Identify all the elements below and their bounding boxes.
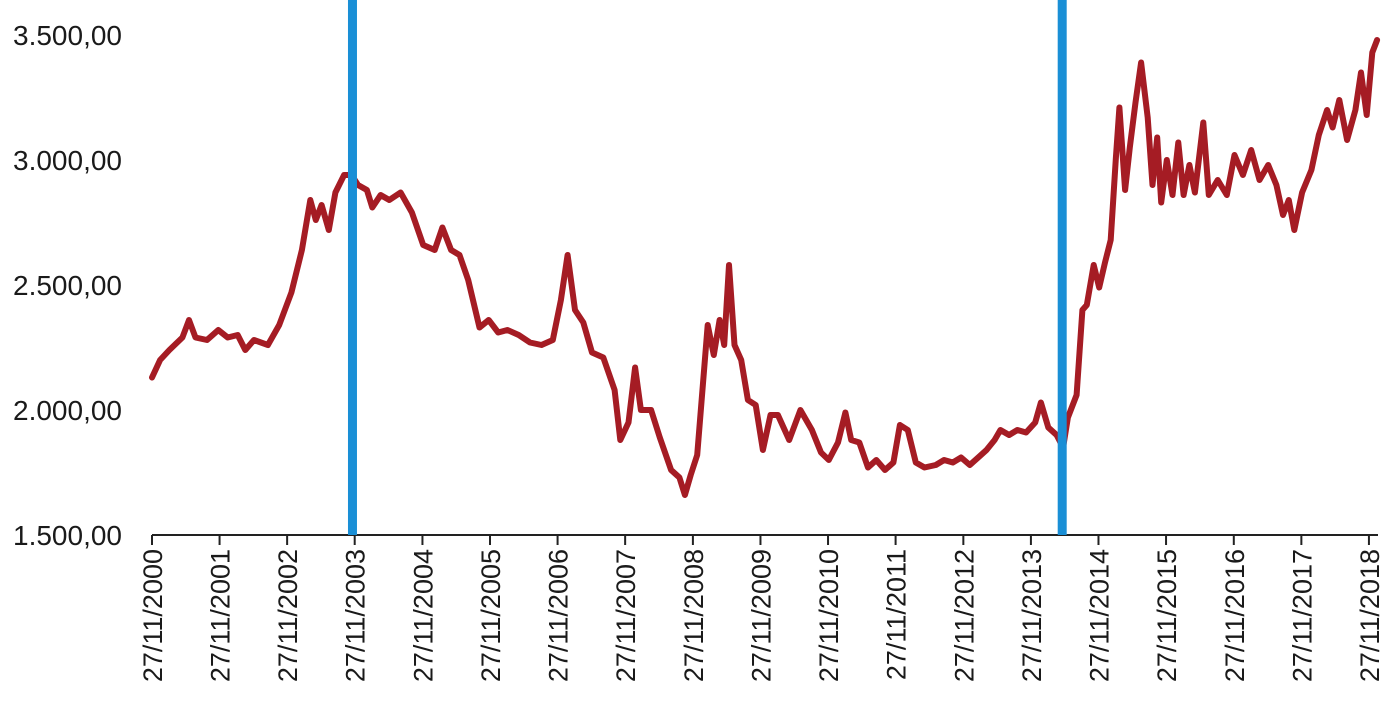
x-tick-label: 27/11/2001 — [206, 549, 236, 682]
annotation-layer — [347, 0, 1067, 535]
x-tick-label: 27/11/2006 — [544, 549, 574, 682]
x-tick-label: 27/11/2016 — [1220, 549, 1250, 682]
x-tick-label: 27/11/2008 — [679, 549, 709, 682]
x-axis: 27/11/2000 27/11/2001 27/11/2002 27/11/2003… — [138, 534, 1385, 682]
x-tick-label: 27/11/2015 — [1152, 549, 1182, 682]
y-tick-label: 3.500,00 — [13, 20, 122, 51]
x-tick-label: 27/11/2004 — [408, 549, 438, 682]
y-axis: 1.500,00 2.000,00 2.500,00 3.000,00 3.500,00 — [13, 20, 122, 551]
x-tick-label: 27/11/2007 — [611, 549, 641, 682]
x-tick-label: 27/11/2009 — [746, 549, 776, 682]
x-tick-label: 27/11/2012 — [949, 549, 979, 682]
series-layer — [149, 37, 1381, 498]
y-tick-label: 3.000,00 — [13, 145, 122, 176]
x-tick-label: 27/11/2014 — [1084, 549, 1114, 682]
x-tick-label: 27/11/2010 — [814, 549, 844, 682]
x-tick-label: 27/11/2013 — [1017, 549, 1047, 682]
x-tick-label: 27/11/2018 — [1355, 549, 1385, 682]
x-tick-label: 27/11/2003 — [341, 549, 371, 682]
y-tick-label: 1.500,00 — [13, 520, 122, 551]
y-tick-label: 2.000,00 — [13, 395, 122, 426]
x-tick-label: 27/11/2017 — [1287, 549, 1317, 682]
x-tick-label: 27/11/2011 — [882, 549, 912, 680]
x-tick-label: 27/11/2005 — [476, 549, 506, 682]
y-tick-label: 2.500,00 — [13, 270, 122, 301]
series-line — [149, 37, 1381, 498]
x-tick-label: 27/11/2002 — [273, 549, 303, 682]
x-tick-label: 27/11/2000 — [138, 549, 168, 682]
